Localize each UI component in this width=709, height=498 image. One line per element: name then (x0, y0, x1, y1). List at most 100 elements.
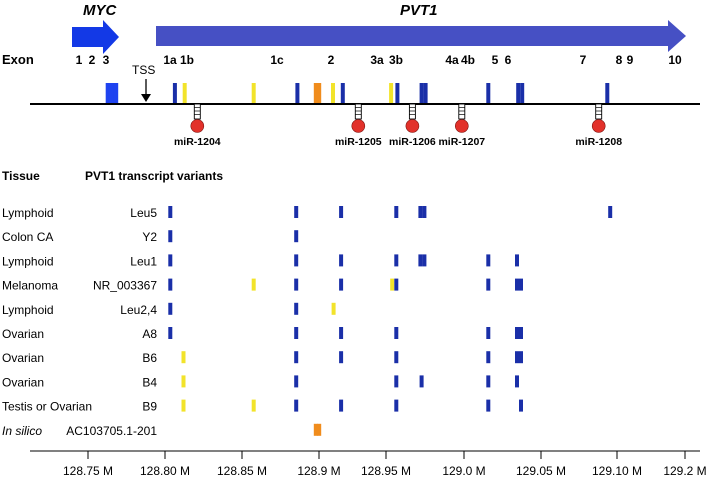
axis-tick-label: 128.80 M (140, 464, 190, 478)
mirna-markers: miR-1204 miR-1205 miR-1206 miR-1207 miR-1208 (174, 103, 622, 148)
mirna-label: miR-1207 (438, 136, 485, 148)
tissue-label: Colon CA (2, 230, 53, 244)
variant-exon (519, 351, 523, 364)
exon-label-3: 1a (163, 53, 177, 67)
variant-exon (394, 206, 399, 218)
axis-tick-label: 128.75 M (63, 464, 113, 478)
axis-tick-label: 128.85 M (217, 464, 267, 478)
exon-label-9: 4a (445, 53, 459, 67)
variant-exon (168, 206, 173, 218)
exon-bar-myc-1 (105, 83, 111, 103)
exon-bar-10 (605, 83, 610, 103)
variant-label: Leu5 (130, 206, 157, 220)
tissue-label: In silico (2, 424, 42, 438)
mirna-stem (193, 103, 201, 120)
variant-exon (486, 327, 491, 339)
exon-bar-3a (331, 83, 335, 103)
variant-exon (168, 302, 173, 315)
pvt1-gene-label: PVT1 (400, 2, 438, 19)
mirna-label: miR-1205 (335, 136, 382, 148)
mirna-mir-1207: miR-1207 (438, 103, 485, 148)
variant-exon (394, 351, 399, 364)
mirna-circle (591, 119, 606, 133)
exon-bar-2 (295, 83, 300, 103)
variant-exon (515, 375, 519, 388)
variant-row-nr-003367: Melanoma NR_003367 (2, 278, 523, 293)
tissue-header: Tissue (2, 169, 40, 183)
mirna-stem (458, 103, 466, 120)
variant-exon (168, 278, 173, 291)
variant-exon (418, 254, 423, 267)
mirna-circle (351, 119, 366, 133)
mirna-mir-1206: miR-1206 (389, 103, 436, 148)
tss-arrow-head (141, 94, 151, 102)
pvt1-gene-arrow (156, 20, 686, 52)
mirna-circle (454, 119, 469, 133)
axis-tick-label: 128.95 M (361, 464, 411, 478)
variant-exon (313, 423, 318, 436)
axis-tick-label: 129.2 M (663, 464, 706, 478)
axis-ticks: 128.75 M 128.80 M 128.85 M 128.9 M 128.95 M 1… (63, 451, 707, 478)
variant-label: B6 (142, 351, 157, 365)
exon-labels: 1 2 3 1a 1b 1c 2 3a 3b 4a 4b 5 6 7 8 9 10 (76, 53, 682, 67)
exon-label-11: 5 (492, 53, 499, 67)
variant-exon (339, 327, 344, 339)
tissue-label: Ovarian (2, 351, 44, 365)
exon-bar-4b (395, 83, 400, 103)
axis-tick-label: 129.05 M (516, 464, 566, 478)
variant-exon (390, 278, 395, 291)
tss-label: TSS (132, 63, 155, 77)
mirna-mir-1208: miR-1208 (575, 103, 622, 148)
myc-gene-arrow (72, 20, 119, 54)
variant-exon (294, 302, 299, 315)
variant-exon (181, 375, 186, 388)
mirna-label: miR-1206 (389, 136, 436, 148)
variant-exon (515, 254, 519, 267)
tissue-label: Ovarian (2, 375, 44, 389)
exon-label-10: 4b (461, 53, 475, 67)
mirna-stem (595, 103, 603, 120)
exon-label-5: 1c (270, 53, 284, 67)
variant-row-a8: Ovarian A8 (2, 327, 523, 341)
variant-exon (519, 399, 523, 412)
variant-label: B4 (142, 375, 157, 389)
exon-bar-5 (419, 83, 424, 103)
exon-bar-9 (520, 83, 525, 103)
exon-bar-6 (423, 83, 428, 103)
mirna-mir-1204: miR-1204 (174, 103, 221, 148)
tissue-label: Melanoma (2, 279, 58, 293)
variant-exon (394, 254, 399, 267)
exon-bar-1c (251, 83, 256, 103)
exon-bar-7 (486, 83, 491, 103)
variant-label: Leu2,4 (120, 303, 157, 317)
variant-row-leu5: Lymphoid Leu5 (2, 206, 613, 220)
myc-gene-label: MYC (83, 2, 118, 19)
variant-exon (294, 254, 299, 267)
variant-exon (519, 278, 523, 291)
variants-header: PVT1 transcript variants (85, 169, 223, 183)
mirna-stem (354, 103, 362, 120)
exon-label-0: 1 (76, 53, 83, 67)
variant-exon (486, 254, 491, 267)
variant-exon (294, 399, 299, 412)
tissue-label: Testis or Ovarian (2, 400, 92, 414)
exon-bar-orange-a (313, 83, 318, 103)
axis-tick-label: 129.10 M (592, 464, 642, 478)
variant-row-ac103705-1-201: In silico AC103705.1-201 (2, 423, 322, 438)
variant-exon (519, 327, 523, 339)
variant-exon (515, 278, 519, 291)
exon-bar-3b (340, 83, 345, 103)
variant-exon (181, 351, 186, 364)
exon-bar-myc-3 (113, 83, 119, 103)
exon-label-4: 1b (180, 53, 194, 67)
variant-rows: Lymphoid Leu5 Colon CA Y2 Lymphoid Leu1 Melano… (2, 206, 613, 438)
tissue-label: Lymphoid (2, 303, 54, 317)
axis-tick-label: 128.9 M (297, 464, 340, 478)
variant-exon (294, 206, 299, 218)
variant-exon (486, 351, 491, 364)
variant-row-leu1: Lymphoid Leu1 (2, 254, 519, 268)
mirna-label: miR-1208 (575, 136, 622, 148)
exon-row-label: Exon (2, 52, 34, 67)
variant-exon (168, 254, 173, 267)
